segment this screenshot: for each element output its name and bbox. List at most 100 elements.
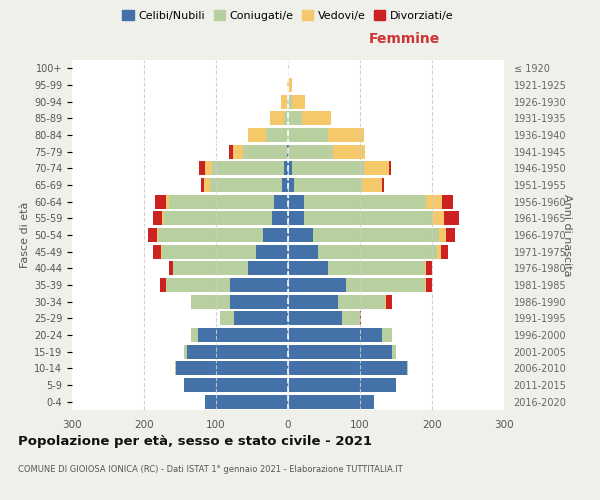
- Bar: [169, 261, 288, 276]
- Bar: [184, 344, 288, 359]
- Bar: [210, 178, 288, 192]
- Bar: [288, 294, 338, 308]
- Bar: [288, 194, 453, 209]
- Bar: [288, 194, 426, 209]
- Bar: [288, 228, 313, 242]
- Bar: [288, 261, 328, 276]
- Bar: [288, 162, 391, 175]
- Bar: [248, 128, 288, 142]
- Bar: [263, 228, 288, 242]
- Bar: [288, 394, 374, 409]
- Bar: [288, 94, 292, 109]
- Bar: [288, 228, 446, 242]
- Bar: [288, 228, 439, 242]
- Bar: [288, 78, 292, 92]
- Bar: [288, 344, 392, 359]
- Bar: [288, 244, 318, 259]
- Bar: [230, 278, 288, 292]
- Bar: [287, 78, 288, 92]
- Text: Femmine: Femmine: [369, 32, 440, 46]
- Bar: [288, 244, 437, 259]
- Bar: [288, 294, 392, 308]
- Bar: [234, 311, 288, 326]
- Bar: [288, 211, 458, 226]
- Bar: [288, 361, 408, 376]
- Bar: [288, 278, 425, 292]
- Bar: [270, 112, 288, 126]
- Bar: [288, 344, 396, 359]
- Bar: [288, 278, 346, 292]
- Bar: [288, 62, 289, 76]
- Bar: [205, 394, 288, 409]
- Bar: [287, 78, 288, 92]
- Bar: [288, 311, 361, 326]
- Bar: [288, 162, 292, 175]
- Bar: [281, 94, 288, 109]
- Bar: [287, 94, 288, 109]
- Bar: [288, 328, 392, 342]
- Bar: [248, 128, 288, 142]
- Bar: [288, 244, 448, 259]
- Bar: [288, 294, 386, 308]
- Bar: [266, 128, 288, 142]
- Bar: [288, 378, 396, 392]
- Bar: [288, 194, 442, 209]
- Bar: [205, 162, 288, 175]
- Legend: Celibi/Nubili, Coniugati/e, Vedovi/e, Divorziati/e: Celibi/Nubili, Coniugati/e, Vedovi/e, Di…: [118, 6, 458, 25]
- Bar: [176, 361, 288, 376]
- Bar: [274, 194, 288, 209]
- Bar: [288, 194, 304, 209]
- Bar: [191, 294, 288, 308]
- Bar: [288, 311, 360, 326]
- Bar: [244, 144, 288, 159]
- Bar: [288, 144, 365, 159]
- Bar: [201, 178, 288, 192]
- Bar: [288, 144, 365, 159]
- Bar: [288, 178, 385, 192]
- Bar: [184, 378, 288, 392]
- Bar: [191, 328, 288, 342]
- Bar: [288, 394, 374, 409]
- Bar: [288, 162, 389, 175]
- Text: Popolazione per età, sesso e stato civile - 2021: Popolazione per età, sesso e stato civil…: [18, 435, 372, 448]
- Bar: [256, 244, 288, 259]
- Bar: [157, 228, 288, 242]
- Bar: [288, 261, 432, 276]
- Bar: [154, 211, 288, 226]
- Bar: [199, 162, 288, 175]
- Bar: [198, 328, 288, 342]
- Bar: [161, 244, 288, 259]
- Bar: [212, 162, 288, 175]
- Bar: [152, 244, 288, 259]
- Bar: [288, 261, 426, 276]
- Bar: [284, 112, 288, 126]
- Bar: [187, 344, 288, 359]
- Bar: [155, 194, 288, 209]
- Bar: [288, 144, 332, 159]
- Bar: [288, 94, 305, 109]
- Bar: [288, 328, 392, 342]
- Bar: [173, 261, 288, 276]
- Bar: [288, 178, 294, 192]
- Bar: [282, 178, 288, 192]
- Bar: [175, 361, 288, 376]
- Bar: [288, 361, 408, 376]
- Bar: [184, 378, 288, 392]
- Bar: [164, 211, 288, 226]
- Bar: [288, 311, 342, 326]
- Bar: [288, 294, 385, 308]
- Bar: [173, 261, 288, 276]
- Bar: [288, 278, 432, 292]
- Bar: [288, 211, 304, 226]
- Bar: [288, 211, 433, 226]
- Y-axis label: Fasce di età: Fasce di età: [20, 202, 30, 268]
- Bar: [288, 128, 364, 142]
- Bar: [191, 328, 288, 342]
- Bar: [288, 178, 382, 192]
- Bar: [288, 211, 444, 226]
- Bar: [205, 394, 288, 409]
- Bar: [288, 112, 302, 126]
- Bar: [184, 378, 288, 392]
- Bar: [288, 394, 374, 409]
- Bar: [205, 394, 288, 409]
